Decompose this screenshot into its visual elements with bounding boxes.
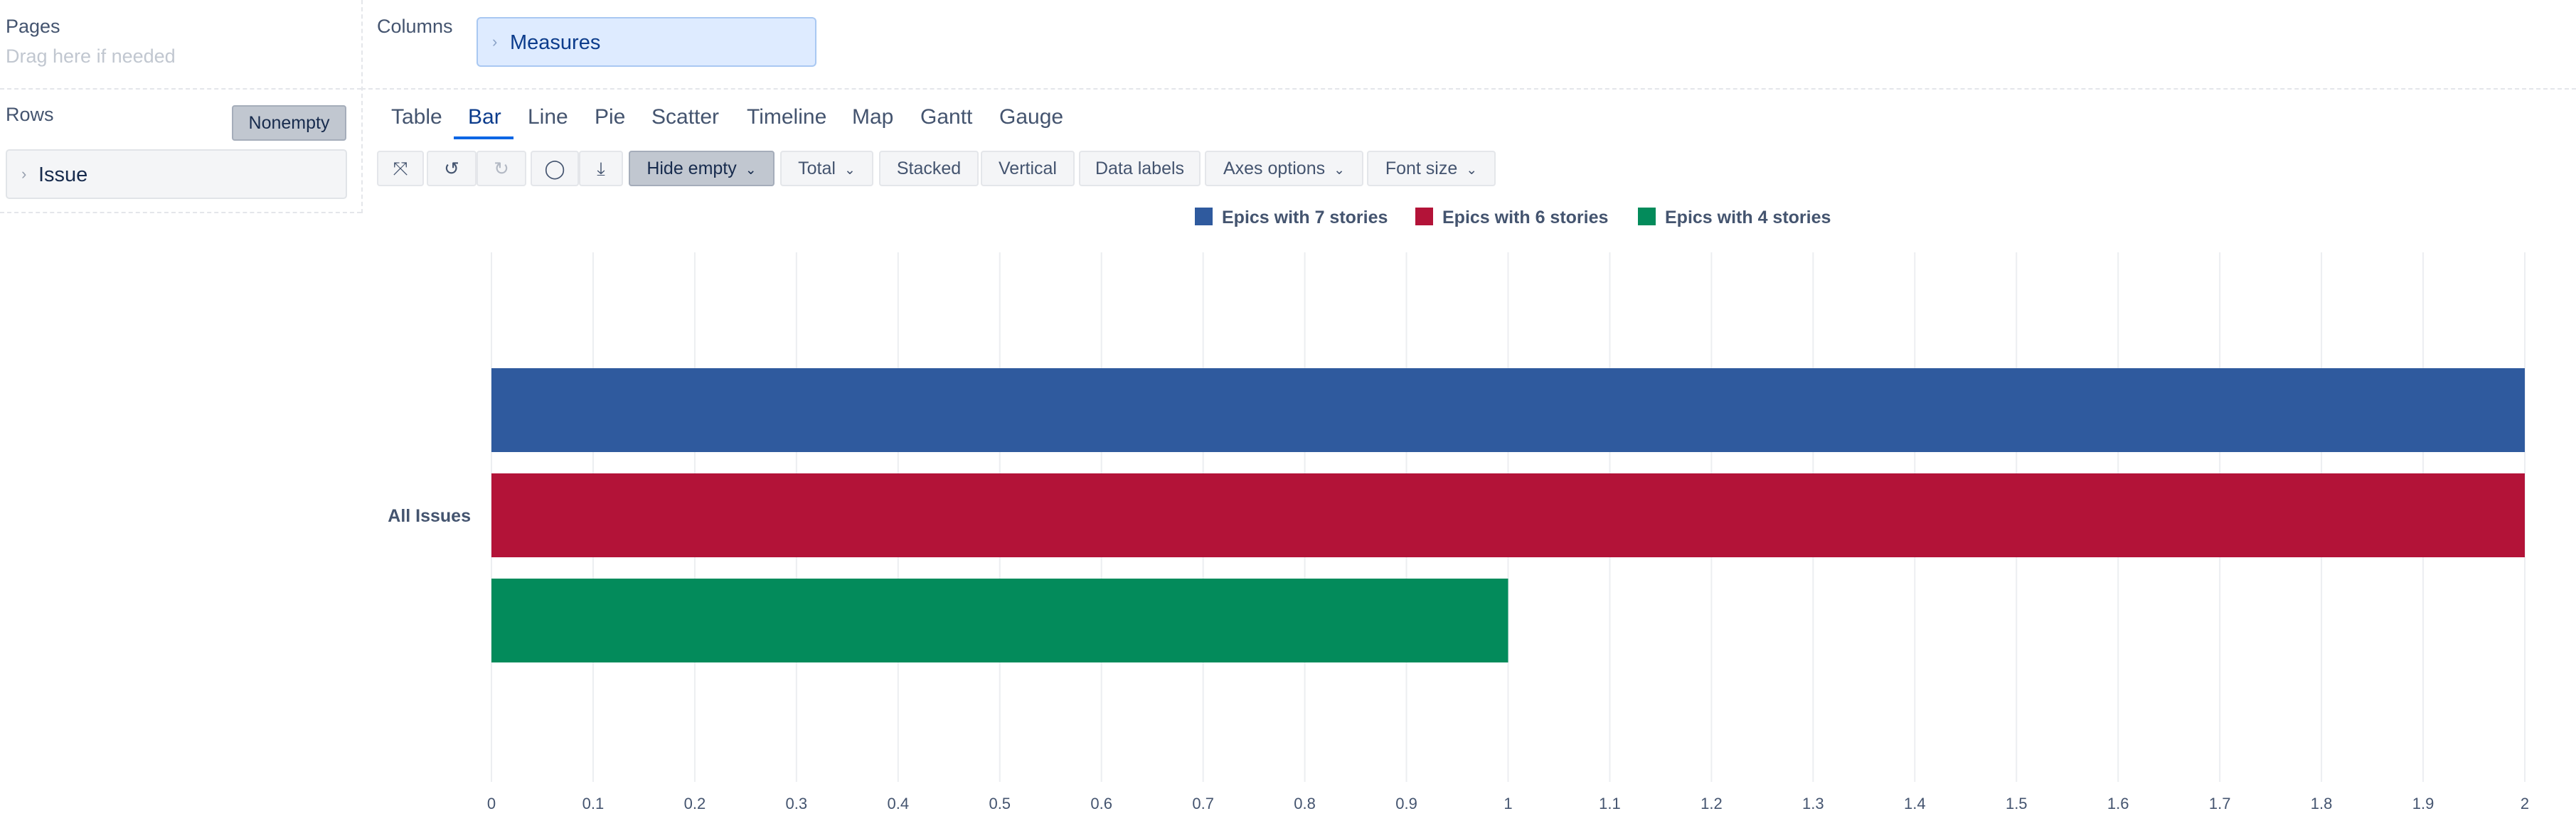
tab-scatter[interactable]: Scatter: [651, 105, 720, 129]
redo-button[interactable]: ↻: [477, 151, 526, 186]
tab-table[interactable]: Table: [391, 105, 442, 129]
x-tick-label: 1: [1503, 795, 1512, 812]
hide-empty-button[interactable]: Hide empty ⌄: [629, 151, 775, 186]
nonempty-button[interactable]: Nonempty: [232, 105, 346, 141]
chevron-right-icon[interactable]: ›: [21, 165, 27, 183]
x-tick-label: 0.7: [1192, 795, 1214, 812]
redo-icon: ↻: [494, 158, 509, 179]
chevron-down-icon: ⌄: [843, 163, 856, 178]
columns-title: Columns: [377, 16, 453, 37]
x-tick-label: 0.2: [684, 795, 706, 812]
active-tab-indicator: [454, 136, 513, 139]
chevron-down-icon: ⌄: [1466, 163, 1478, 178]
undo-button[interactable]: ↺: [427, 151, 477, 186]
data-labels-button[interactable]: Data labels: [1079, 151, 1201, 186]
tab-map[interactable]: Map: [852, 105, 894, 129]
x-tick-label: 1.8: [2311, 795, 2333, 812]
fullscreen-icon: ⤧: [393, 158, 408, 179]
legend-swatch: [1415, 208, 1433, 225]
chevron-down-icon: ⌄: [1334, 163, 1346, 178]
legend-swatch: [1195, 208, 1213, 225]
chevron-right-icon[interactable]: ›: [492, 33, 498, 50]
axes-options-label: Axes options: [1223, 159, 1326, 178]
x-tick-label: 0.4: [888, 795, 910, 812]
pages-drop-hint[interactable]: Drag here if needed: [6, 45, 176, 67]
x-tick-label: 1.7: [2209, 795, 2231, 812]
x-tick-label: 1.3: [1802, 795, 1824, 812]
download-icon: ⤓: [597, 158, 605, 179]
pages-title: Pages: [6, 16, 60, 37]
legend-label: Epics with 4 stories: [1665, 208, 1831, 227]
comment-icon: ◯: [544, 158, 565, 179]
axes-options-dropdown[interactable]: Axes options ⌄: [1205, 151, 1363, 186]
rows-title: Rows: [6, 104, 54, 125]
chevron-down-icon: ⌄: [745, 163, 757, 178]
hide-empty-label: Hide empty: [646, 159, 737, 178]
font-size-dropdown[interactable]: Font size ⌄: [1367, 151, 1496, 186]
total-dropdown[interactable]: Total ⌄: [780, 151, 873, 186]
x-tick-label: 0.6: [1090, 795, 1112, 812]
x-tick-label: 1.9: [2412, 795, 2434, 812]
tab-timeline[interactable]: Timeline: [747, 105, 827, 129]
rows-dimension-issue[interactable]: › Issue: [6, 149, 347, 199]
x-tick-label: 1.4: [1904, 795, 1926, 812]
panel-divider-columns: [361, 88, 2576, 90]
bar-2: [491, 473, 2525, 557]
rows-dimension-label: Issue: [38, 163, 88, 186]
legend-swatch: [1638, 208, 1656, 225]
vertical-button[interactable]: Vertical: [981, 151, 1075, 186]
panel-divider-vertical: [361, 0, 363, 213]
legend-label: Epics with 7 stories: [1222, 208, 1388, 227]
x-tick-label: 1.1: [1599, 795, 1621, 812]
category-label: All Issues: [388, 506, 471, 526]
tab-gantt[interactable]: Gantt: [920, 105, 973, 129]
columns-dimension-measures[interactable]: › Measures: [477, 17, 816, 67]
total-label: Total: [798, 159, 836, 178]
legend-label: Epics with 6 stories: [1442, 208, 1609, 227]
x-tick-label: 0.1: [582, 795, 605, 812]
x-tick-label: 1.5: [2006, 795, 2028, 812]
download-button[interactable]: ⤓: [579, 151, 623, 186]
undo-icon: ↺: [444, 158, 459, 179]
x-tick-label: 0.8: [1294, 795, 1316, 812]
stacked-button[interactable]: Stacked: [879, 151, 979, 186]
fullscreen-button[interactable]: ⤧: [377, 151, 424, 186]
font-size-label: Font size: [1385, 159, 1458, 178]
x-tick-label: 0: [487, 795, 496, 812]
x-tick-label: 2: [2521, 795, 2529, 812]
x-tick-label: 0.3: [786, 795, 808, 812]
columns-dimension-label: Measures: [510, 31, 601, 54]
x-tick-label: 0.9: [1395, 795, 1417, 812]
tab-pie[interactable]: Pie: [595, 105, 626, 129]
x-tick-label: 0.5: [989, 795, 1011, 812]
panel-divider-left-bottom: [0, 212, 361, 213]
x-tick-label: 1.6: [2107, 795, 2129, 812]
bar-1: [491, 368, 2525, 452]
tab-gauge[interactable]: Gauge: [999, 105, 1064, 129]
bar-3: [491, 579, 1508, 662]
comment-button[interactable]: ◯: [531, 151, 579, 186]
tab-bar[interactable]: Bar: [468, 105, 501, 129]
x-tick-label: 1.2: [1701, 795, 1723, 812]
tab-line[interactable]: Line: [528, 105, 568, 129]
panel-divider-left: [0, 88, 361, 90]
